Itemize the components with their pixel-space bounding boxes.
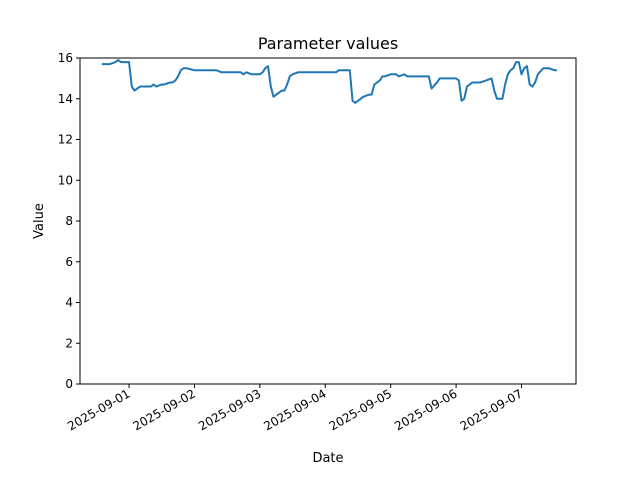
y-tick-label: 12 bbox=[58, 133, 73, 147]
y-tick-label: 2 bbox=[65, 336, 73, 350]
plot-area-frame bbox=[79, 57, 577, 385]
y-axis-label: Value bbox=[32, 203, 47, 239]
y-tick-label: 10 bbox=[58, 173, 73, 187]
y-tick-label: 6 bbox=[65, 255, 73, 269]
y-tick-label: 0 bbox=[65, 377, 73, 391]
y-axis-ticks: 0 2 4 6 8 10 12 14 16 bbox=[58, 51, 80, 391]
y-tick-label: 16 bbox=[58, 51, 73, 65]
chart-title: Parameter values bbox=[258, 34, 398, 53]
y-tick-label: 14 bbox=[58, 92, 73, 106]
y-tick-label: 4 bbox=[65, 296, 73, 310]
y-tick-label: 8 bbox=[65, 214, 73, 228]
series-line bbox=[101, 59, 557, 104]
x-axis-label: Date bbox=[312, 451, 343, 466]
